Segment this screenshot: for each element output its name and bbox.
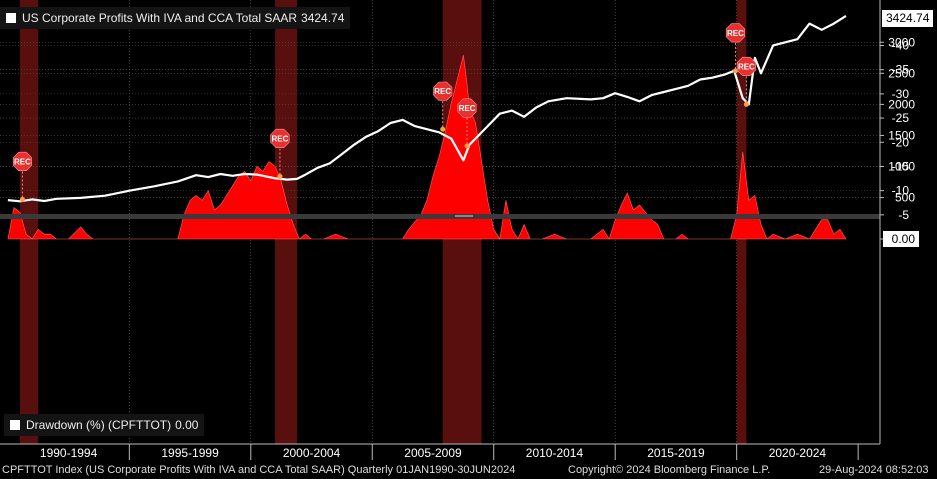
panel-divider	[0, 214, 880, 219]
rec-point	[277, 173, 283, 179]
x-tick-label: 2015-2019	[647, 446, 705, 460]
x-axis: 1990-1994 1995-1999 2000-2004 2005-2009 2010…	[40, 444, 859, 460]
rec-tag-label: REC	[727, 29, 744, 38]
rec-point	[440, 126, 446, 132]
y-tick-label: -10	[892, 184, 910, 198]
y-tick-label: 2000	[888, 97, 915, 111]
rec-point	[743, 101, 749, 107]
rec-annotation: REC	[736, 56, 756, 107]
rec-annotation: REC	[457, 98, 477, 149]
legend-drawdown: Drawdown (%) (CPFTTOT) 0.00	[4, 414, 205, 436]
rec-tag-shape	[736, 56, 756, 76]
profit-line	[7, 14, 847, 203]
y-tick-label: 500	[895, 191, 915, 205]
y-tick-label: -35	[892, 63, 910, 77]
y-tick-label: 1000	[888, 160, 915, 174]
legend-profits-value: 3424.74	[301, 11, 345, 25]
rec-tag-label: REC	[434, 87, 451, 96]
legend-profits: US Corporate Profits With IVA and CCA To…	[0, 7, 351, 29]
footer: CPFTTOT Index (US Corporate Profits With…	[0, 461, 937, 479]
x-tick-label: 2010-2014	[526, 446, 584, 460]
y-tick-label: -40	[892, 39, 910, 53]
rec-tag-label: REC	[738, 62, 755, 71]
y-axis-bottom: 0.00 -5 -10 -15 -20 -25 -30 -35 -40	[880, 39, 919, 247]
rec-tag-shape	[457, 98, 477, 118]
footer-timestamp: 29-Aug-2024 08:52:03	[819, 464, 929, 476]
rec-annotation: REC	[12, 151, 33, 202]
recession-band	[20, 0, 39, 444]
y-tick-label: 2500	[888, 66, 915, 80]
rec-tag-shape	[12, 151, 33, 171]
y-tick-label: -30	[892, 87, 910, 101]
footer-copyright: Copyright© 2024 Bloomberg Finance L.P.	[568, 464, 771, 476]
x-tick-label: 1990-1994	[40, 446, 98, 460]
rec-tag-shape	[725, 23, 746, 43]
y-tick-label: -15	[892, 159, 910, 173]
legend-swatch	[10, 420, 20, 430]
x-tick-label: 2020-2024	[769, 446, 827, 460]
legend-swatch	[6, 13, 16, 23]
rec-annotation: REC	[433, 81, 453, 132]
drawdown-series	[7, 55, 847, 240]
profit-series	[7, 14, 847, 203]
divider-handle	[455, 215, 473, 217]
recession-annotations: REC REC REC REC REC REC	[12, 23, 756, 202]
legend-drawdown-label: Drawdown (%) (CPFTTOT)	[26, 418, 172, 432]
rec-tag-label: REC	[272, 134, 289, 143]
y-tick-label: 1500	[888, 128, 915, 142]
y-tick-label: -25	[892, 111, 910, 125]
drawdown-area	[7, 55, 847, 240]
x-tick-label: 2000-2004	[283, 446, 341, 460]
y-tick-label: -5	[898, 208, 909, 222]
rec-point	[19, 196, 25, 202]
y-tick-label: 3000	[888, 35, 915, 49]
last-value-tag: 3424.74	[882, 10, 934, 27]
y-axis-top: 500 1000 1500 2000 2500 3000	[880, 35, 915, 205]
last-value-box	[883, 231, 919, 247]
legend-drawdown-value: 0.00	[175, 418, 199, 432]
x-tick-label: 2005-2009	[404, 446, 462, 460]
rec-point	[732, 68, 738, 74]
y-tick-label: 0.00	[892, 232, 916, 246]
rec-tag-label: REC	[459, 104, 476, 113]
rec-annotation: REC	[725, 23, 746, 74]
rec-tag-shape	[270, 128, 290, 148]
footer-source: CPFTTOT Index (US Corporate Profits With…	[2, 464, 516, 476]
rec-annotation: REC	[270, 128, 290, 179]
x-tick-label: 1995-1999	[161, 446, 219, 460]
rec-point	[464, 143, 470, 149]
y-tick-label: -20	[892, 135, 910, 149]
axes	[0, 0, 881, 445]
rec-tag-label: REC	[14, 157, 31, 166]
rec-tag-shape	[433, 81, 453, 101]
legend-profits-label: US Corporate Profits With IVA and CCA To…	[22, 11, 298, 25]
